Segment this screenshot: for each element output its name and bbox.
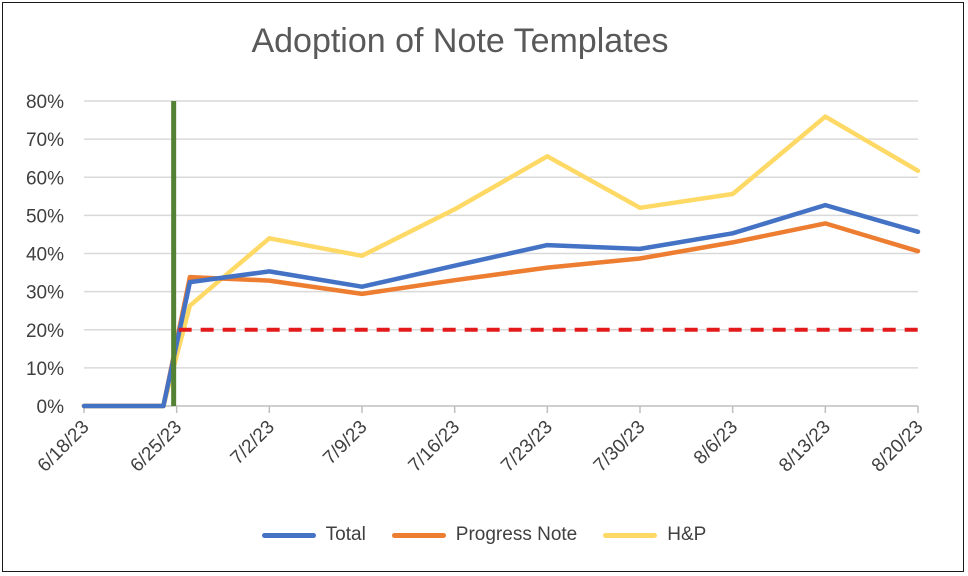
y-tick-label: 60% [26,168,64,189]
x-tick-label: 6/25/23 [127,417,187,477]
legend-item: Total [261,524,366,546]
x-tick-label: 8/20/23 [868,417,928,477]
y-tick-label: 50% [26,206,64,227]
x-tick-label: 8/6/23 [690,417,742,469]
x-tick-label: 6/18/23 [34,417,94,477]
chart-title: Adoption of Note Templates [251,22,669,60]
series-line-total [81,202,921,409]
y-tick-label: 30% [26,283,64,304]
legend-item: Progress Note [391,524,578,546]
series-line-h-p [81,114,921,409]
y-tick-label: 40% [26,245,64,266]
y-tick-label: 80% [26,92,64,113]
y-tick-label: 20% [26,321,64,342]
x-tick-label: 8/13/23 [775,417,835,477]
y-tick-label: 70% [26,130,64,151]
legend-label: H&P [667,524,707,545]
legend-label: Progress Note [455,524,578,545]
chart-legend: Total Progress Note H&P [0,524,968,546]
legend-swatch [261,532,316,538]
legend-swatch [603,532,658,538]
legend-swatch [391,532,446,538]
x-tick-label: 7/30/23 [590,417,650,477]
y-tick-label: 0% [37,397,65,418]
x-tick-label: 7/9/23 [319,417,371,469]
y-tick-label: 10% [26,359,64,380]
legend-label: Total [325,524,366,545]
x-tick-label: 7/16/23 [405,417,465,477]
x-tick-label: 7/23/23 [497,417,557,477]
x-tick-label: 7/2/23 [227,417,279,469]
legend-item: H&P [603,524,706,546]
series-line-progress-note [81,221,921,409]
